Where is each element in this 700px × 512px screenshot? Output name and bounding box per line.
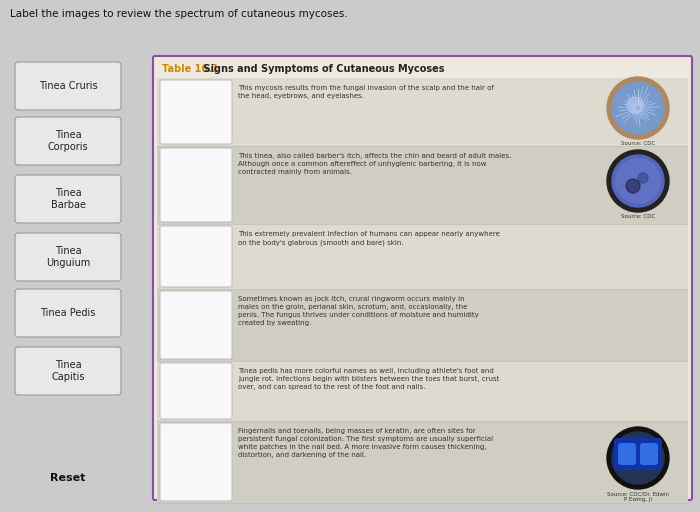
FancyBboxPatch shape [160,148,232,222]
Text: Label the images to review the spectrum of cutaneous mycoses.: Label the images to review the spectrum … [10,9,348,19]
Text: Tinea
Barbae: Tinea Barbae [50,188,85,210]
FancyBboxPatch shape [160,80,232,144]
Circle shape [607,427,669,489]
Circle shape [638,173,648,183]
FancyBboxPatch shape [15,117,121,165]
Bar [157,289,688,361]
FancyBboxPatch shape [160,226,232,287]
FancyBboxPatch shape [15,233,121,281]
Bar [157,60,688,78]
Text: Source: CDC: Source: CDC [621,214,655,219]
Bar [157,361,688,421]
Text: Tinea
Corporis: Tinea Corporis [48,130,88,152]
Circle shape [612,432,664,484]
Bar [157,146,688,224]
FancyBboxPatch shape [15,62,121,110]
FancyBboxPatch shape [160,363,232,419]
Circle shape [627,97,643,113]
Text: Sometimes known as jock itch, crural ringworm occurs mainly in
males on the groi: Sometimes known as jock itch, crural rin… [238,296,479,326]
FancyBboxPatch shape [618,443,636,465]
FancyBboxPatch shape [160,423,232,501]
Text: Fingernails and toenails, being masses of keratin, are often sites for
persisten: Fingernails and toenails, being masses o… [238,428,493,458]
Text: This mycosis results from the fungal invasion of the scalp and the hair of
the h: This mycosis results from the fungal inv… [238,85,494,99]
FancyBboxPatch shape [15,347,121,395]
Circle shape [612,155,664,207]
Text: Source: CDC: Source: CDC [621,141,655,146]
FancyBboxPatch shape [614,438,640,470]
Circle shape [607,150,669,212]
Bar [157,224,688,289]
FancyBboxPatch shape [153,56,692,500]
Circle shape [612,82,664,134]
Text: Tinea
Unguium: Tinea Unguium [46,246,90,268]
Text: Table 16.1: Table 16.1 [162,64,218,74]
FancyBboxPatch shape [160,291,232,359]
FancyBboxPatch shape [640,443,658,465]
Text: Tinea Cruris: Tinea Cruris [38,81,97,91]
Text: Reset: Reset [50,473,85,483]
Text: Source: CDC/Dr. Edwin
P Ewing, Jr: Source: CDC/Dr. Edwin P Ewing, Jr [607,491,669,502]
Text: This tinea, also called barber's itch, affects the chin and beard of adult males: This tinea, also called barber's itch, a… [238,153,512,175]
FancyBboxPatch shape [15,289,121,337]
Bar [157,78,688,146]
Circle shape [626,179,640,193]
Text: Tinea
Capitis: Tinea Capitis [51,360,85,382]
Text: Signs and Symptoms of Cutaneous Mycoses: Signs and Symptoms of Cutaneous Mycoses [200,64,444,74]
FancyBboxPatch shape [15,175,121,223]
FancyBboxPatch shape [636,438,662,470]
Text: Tinea Pedis: Tinea Pedis [41,308,96,318]
Text: Tinea pedis has more colorful names as well, including athlete's foot and
jungle: Tinea pedis has more colorful names as w… [238,368,499,390]
Bar [157,421,688,503]
Circle shape [616,159,660,203]
Circle shape [607,77,669,139]
Text: This extremely prevalent infection of humans can appear nearly anywhere
on the b: This extremely prevalent infection of hu… [238,231,500,245]
